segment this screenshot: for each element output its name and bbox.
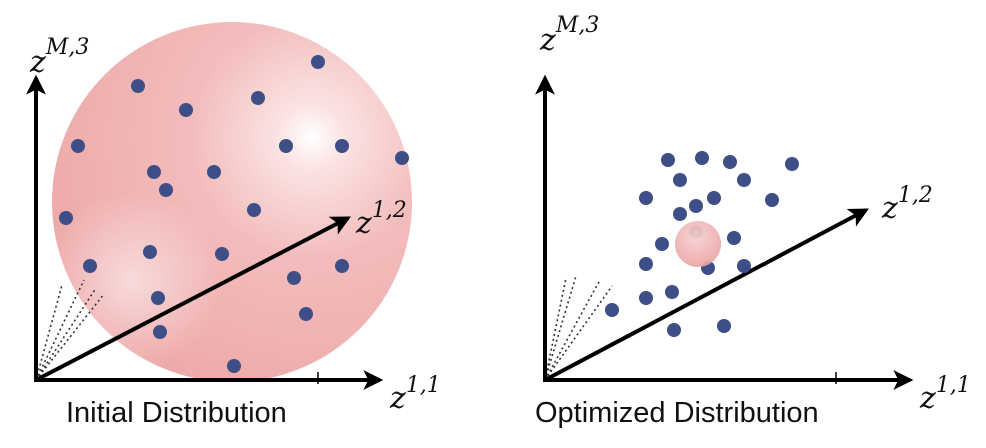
data-point xyxy=(311,55,325,69)
data-point xyxy=(707,191,721,205)
data-point xyxy=(147,165,161,179)
data-point xyxy=(667,323,681,337)
data-point xyxy=(71,139,85,153)
data-point xyxy=(287,271,301,285)
data-point xyxy=(695,151,709,165)
data-point xyxy=(673,207,687,221)
axis-diagonal xyxy=(544,208,869,382)
axis-label-vertical: zM,3 xyxy=(539,13,599,58)
data-point xyxy=(605,303,619,317)
data-point xyxy=(689,199,703,213)
axis-diagonal xyxy=(35,216,351,382)
dotted-guides xyxy=(544,275,613,381)
data-point xyxy=(765,193,779,207)
data-point xyxy=(153,325,167,339)
data-point xyxy=(207,165,221,179)
data-point xyxy=(395,151,409,165)
data-point xyxy=(785,157,799,171)
data-point xyxy=(251,91,265,105)
data-point xyxy=(59,211,73,225)
axis-label-diagonal: z1,2 xyxy=(355,198,407,241)
axis-label-vertical: zM,3 xyxy=(29,35,89,80)
data-point xyxy=(737,259,751,273)
panel-optimized: zM,3 z1,2 z1,1 Optimized Distribution xyxy=(535,13,971,429)
data-point xyxy=(299,307,313,321)
axis-label-horizontal: z1,1 xyxy=(919,373,971,416)
axis-label-horizontal: z1,1 xyxy=(389,373,441,416)
data-point xyxy=(335,259,349,273)
data-point xyxy=(673,173,687,187)
data-point xyxy=(717,319,731,333)
data-point xyxy=(727,231,741,245)
sphere-glow xyxy=(52,22,412,382)
data-point xyxy=(279,139,293,153)
caption-initial: Initial Distribution xyxy=(66,397,287,429)
data-point xyxy=(639,291,653,305)
caption-optimized: Optimized Distribution xyxy=(535,397,819,429)
data-point xyxy=(247,203,261,217)
data-point xyxy=(83,259,97,273)
data-point xyxy=(227,359,241,373)
axis-label-diagonal: z1,2 xyxy=(881,183,933,226)
panel-initial: zM,3 z1,2 z1,1 Initial Distribution xyxy=(26,22,441,429)
data-point xyxy=(159,183,173,197)
dotted-guides xyxy=(35,279,105,381)
data-point xyxy=(143,245,157,259)
data-point xyxy=(335,139,349,153)
data-point xyxy=(131,79,145,93)
data-point xyxy=(661,153,675,167)
distribution-sphere-small xyxy=(675,221,721,267)
data-point xyxy=(723,155,737,169)
data-point xyxy=(215,247,229,261)
data-point xyxy=(737,173,751,187)
data-point xyxy=(179,103,193,117)
points-initial xyxy=(59,55,409,373)
data-point xyxy=(151,291,165,305)
data-point xyxy=(655,237,669,251)
data-point xyxy=(665,285,679,299)
data-point xyxy=(639,257,653,271)
data-point xyxy=(639,191,653,205)
